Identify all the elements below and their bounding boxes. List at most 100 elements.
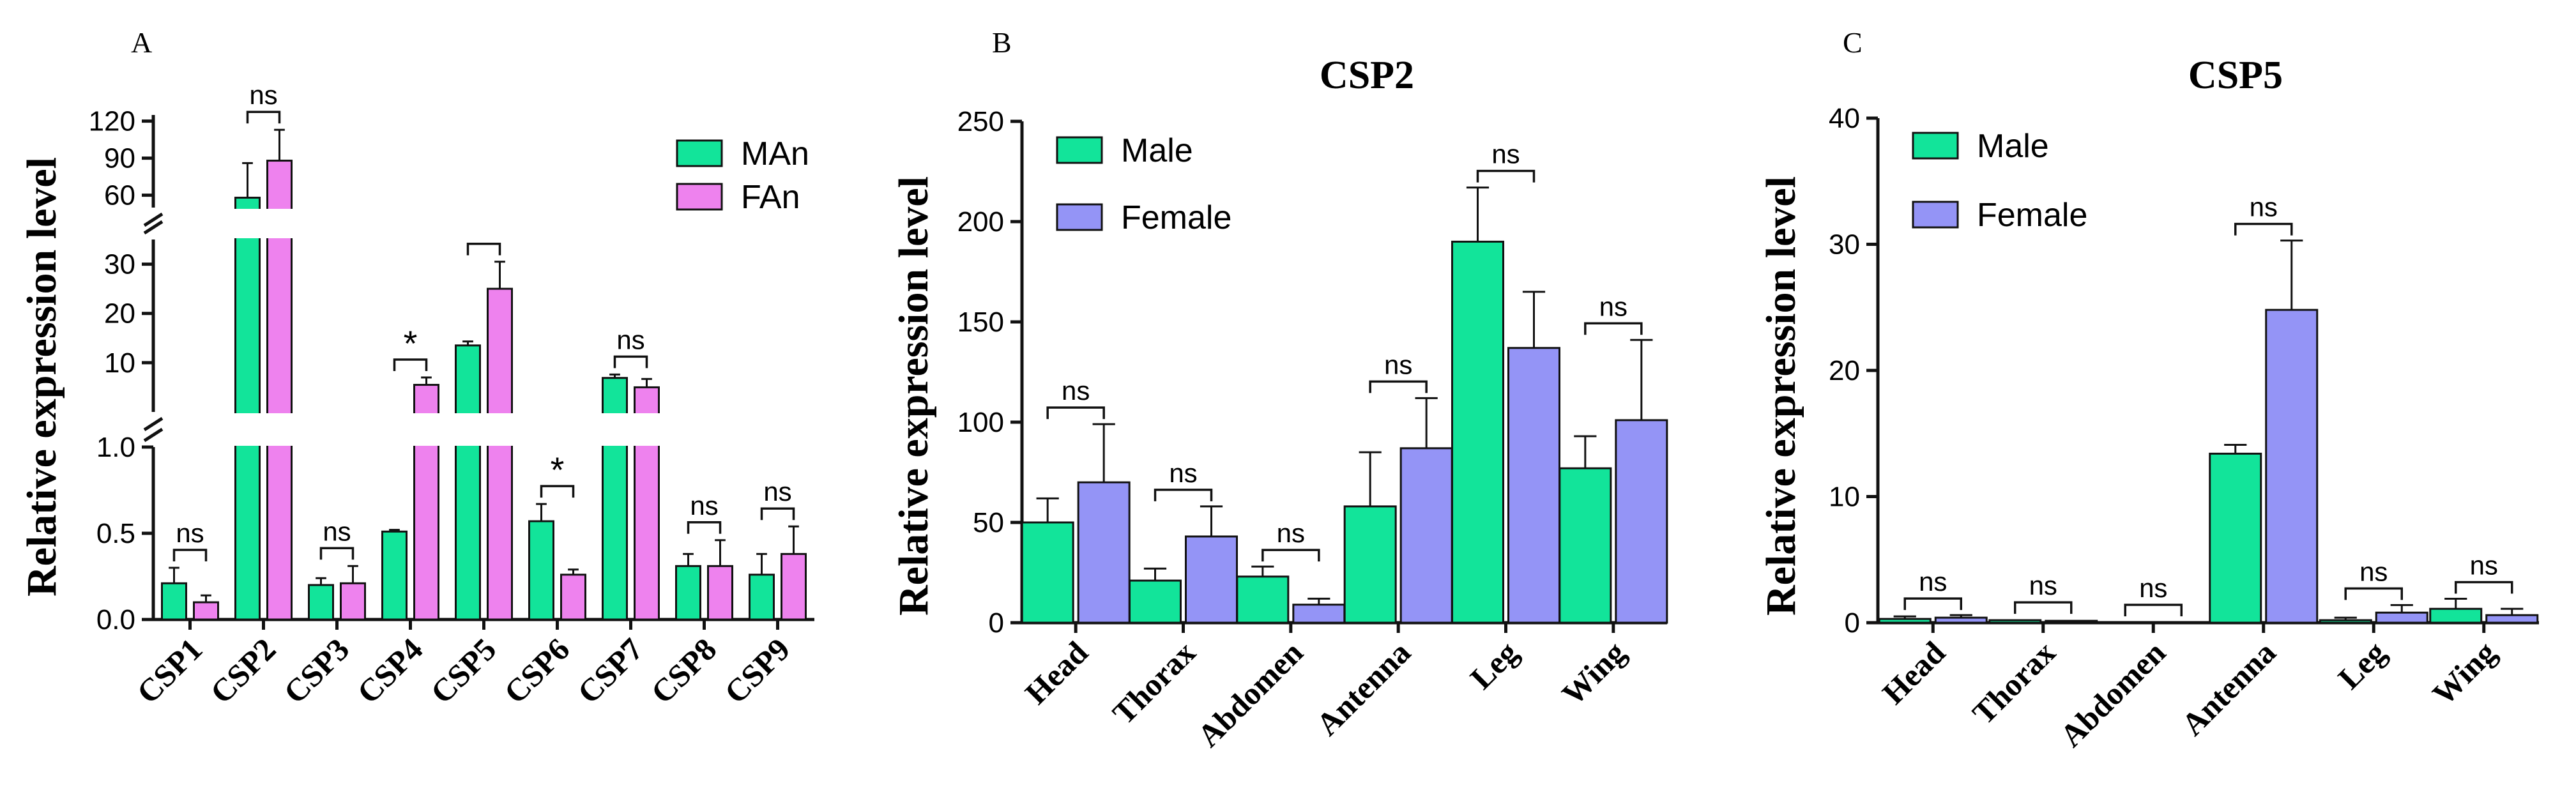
panel-c-y-axis-label: Relative expression level xyxy=(1758,176,1804,616)
b-x-tick-label-head: Head xyxy=(1018,634,1095,711)
b-bar-female-abdomen xyxy=(1292,604,1346,624)
b-significance-bracket-thorax xyxy=(1154,489,1213,501)
b-bar-male-wing xyxy=(1559,467,1612,624)
a-significance-bracket-csp7 xyxy=(613,355,648,369)
c-x-tick-label-wing: Wing xyxy=(2425,634,2503,711)
b-bar-female-leg xyxy=(1507,347,1560,624)
a-significance-bracket-csp2 xyxy=(246,110,281,124)
a-axis-break-mark xyxy=(143,427,164,443)
b-significance-label-leg: ns xyxy=(1491,139,1520,169)
a-axis-break-gap xyxy=(155,413,816,446)
a-bar-fan-csp6 xyxy=(560,574,586,621)
b-x-tick-label-thorax: Thorax xyxy=(1106,634,1203,731)
a-bar-man-csp8 xyxy=(675,565,701,621)
c-significance-label-head: ns xyxy=(1919,566,1947,597)
c-significance-label-thorax: ns xyxy=(2029,570,2057,600)
a-significance-bracket-csp3 xyxy=(319,547,354,560)
c-significance-label-wing: ns xyxy=(2470,550,2498,580)
a-axis-break-mark xyxy=(143,416,164,432)
b-y-tick-label: 100 xyxy=(957,407,1004,438)
c-significance-bracket-abdomen xyxy=(2124,604,2183,617)
c-bar-male-leg xyxy=(2319,619,2372,624)
c-legend-label-male: Male xyxy=(1977,128,2049,165)
c-bar-female-leg xyxy=(2375,611,2428,624)
a-y-tick-label: 60 xyxy=(104,180,135,211)
a-x-tick-label-csp2: CSP2 xyxy=(203,631,282,710)
a-significance-label-csp1: ns xyxy=(176,518,204,548)
b-y-tick-label: 250 xyxy=(957,106,1004,137)
a-significance-bracket-csp4 xyxy=(393,358,428,371)
panel-a: A Relative expression level ns CSP1 ns CSP2… xyxy=(19,26,816,710)
a-significance-bracket-csp6 xyxy=(540,485,575,498)
a-bar-fan-csp1 xyxy=(193,601,219,621)
b-legend-label-male: Male xyxy=(1121,132,1193,169)
a-significance-bracket-csp9 xyxy=(760,507,795,521)
b-significance-label-wing: ns xyxy=(1599,291,1627,321)
panel-c-title: CSP5 xyxy=(2188,54,2283,97)
b-y-tick-label: 150 xyxy=(957,307,1004,338)
a-bar-man-csp5 xyxy=(455,344,481,621)
a-y-tick-label: 10 xyxy=(104,347,135,379)
b-legend-swatch-male xyxy=(1056,136,1103,164)
panel-a-letter: A xyxy=(131,26,152,59)
b-significance-label-head: ns xyxy=(1062,376,1090,406)
a-x-tick-label-csp4: CSP4 xyxy=(350,631,429,710)
a-bar-man-csp2 xyxy=(234,197,261,621)
a-bar-man-csp1 xyxy=(161,582,187,621)
b-y-tick-label: 50 xyxy=(973,507,1004,538)
b-bar-male-antenna xyxy=(1343,505,1397,624)
a-bar-fan-csp9 xyxy=(781,552,807,621)
a-bar-man-csp3 xyxy=(308,584,334,621)
b-significance-label-antenna: ns xyxy=(1384,349,1412,379)
b-legend-swatch-female xyxy=(1056,203,1103,231)
a-significance-bracket-csp1 xyxy=(172,549,208,561)
a-x-tick-label-csp7: CSP7 xyxy=(570,631,650,710)
c-significance-bracket-antenna xyxy=(2234,222,2293,236)
b-bar-female-wing xyxy=(1615,419,1668,624)
panel-a-y-axis-label: Relative expression level xyxy=(19,157,65,597)
c-legend-swatch-female xyxy=(1912,201,1959,229)
c-bar-male-abdomen xyxy=(2098,621,2152,624)
a-significance-bracket-csp8 xyxy=(687,521,722,534)
a-significance-label-csp2: ns xyxy=(249,80,277,110)
a-legend-swatch-fan xyxy=(676,183,723,211)
a-significance-bracket-csp5 xyxy=(466,242,501,255)
c-significance-label-antenna: ns xyxy=(2250,192,2278,222)
a-x-tick-label-csp1: CSP1 xyxy=(130,631,209,710)
a-significance-label-csp6: * xyxy=(551,450,565,490)
b-bar-male-leg xyxy=(1451,240,1504,624)
b-bar-male-head xyxy=(1021,521,1074,624)
c-significance-bracket-leg xyxy=(2344,587,2403,600)
c-bar-female-wing xyxy=(2485,614,2539,624)
c-bar-female-antenna xyxy=(2265,308,2319,624)
b-significance-bracket-wing xyxy=(1584,322,1643,335)
b-bar-male-thorax xyxy=(1129,579,1182,624)
b-significance-label-abdomen: ns xyxy=(1277,518,1305,548)
a-x-tick-label-csp5: CSP5 xyxy=(423,631,503,710)
c-significance-bracket-wing xyxy=(2455,581,2513,594)
a-significance-label-csp9: ns xyxy=(763,476,791,506)
c-significance-bracket-thorax xyxy=(2014,601,2073,614)
c-y-tick-label: 30 xyxy=(1829,229,1860,261)
panel-b-y-axis-label: Relative expression level xyxy=(890,176,937,616)
c-y-tick-label: 0 xyxy=(1845,607,1860,639)
a-y-tick-label: 120 xyxy=(89,106,135,137)
c-significance-bracket-head xyxy=(1903,597,1962,611)
a-axis-break-gap xyxy=(155,209,816,238)
c-bar-female-thorax xyxy=(2045,620,2098,624)
b-y-tick-label: 200 xyxy=(957,206,1004,238)
a-bar-fan-csp3 xyxy=(340,582,366,621)
b-significance-bracket-head xyxy=(1046,406,1105,420)
panel-b-title: CSP2 xyxy=(1320,54,1414,97)
c-bar-female-head xyxy=(1934,616,1988,624)
a-legend-label-fan: FAn xyxy=(741,179,800,216)
a-significance-label-csp7: ns xyxy=(616,324,644,354)
b-x-tick-label-wing: Wing xyxy=(1555,634,1632,711)
c-y-tick-label: 40 xyxy=(1829,103,1860,134)
a-x-tick-label-csp3: CSP3 xyxy=(277,631,356,710)
b-legend-label-female: Female xyxy=(1121,199,1231,236)
b-x-tick-label-abdomen: Abdomen xyxy=(1191,634,1310,754)
c-x-tick-label-abdomen: Abdomen xyxy=(2053,634,2172,754)
a-y-tick-label: 0.0 xyxy=(96,604,135,635)
a-axis-break-mark xyxy=(143,212,164,227)
